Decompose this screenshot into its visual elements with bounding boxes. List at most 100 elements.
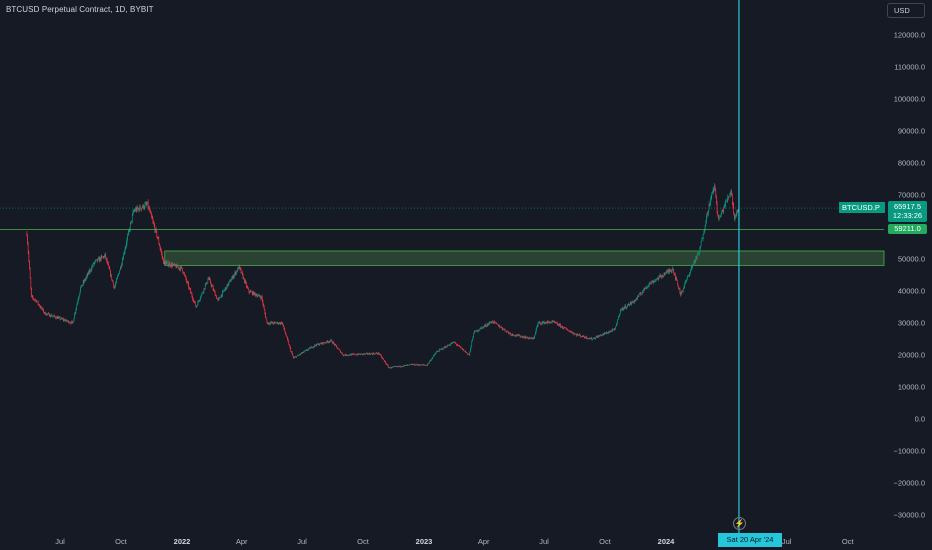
- candle-body: [565, 327, 567, 329]
- candle-body: [736, 213, 737, 216]
- currency-button[interactable]: USD: [887, 3, 925, 18]
- candle-body: [630, 302, 632, 305]
- candle-body: [718, 214, 719, 219]
- candle-body: [103, 256, 105, 258]
- candle-body: [539, 322, 540, 323]
- candle-body: [547, 321, 549, 323]
- candle-body: [727, 197, 728, 201]
- candle-body: [209, 278, 211, 280]
- candle-body: [401, 366, 402, 368]
- candle-body: [48, 313, 50, 315]
- candle-body: [329, 341, 331, 342]
- candle-body: [561, 326, 563, 327]
- candle-body: [409, 364, 411, 366]
- candle-body: [737, 211, 739, 213]
- candle-body: [32, 296, 34, 299]
- candle-body: [568, 330, 570, 332]
- candle-body: [178, 267, 179, 269]
- candle-body: [365, 353, 366, 355]
- candle-body: [289, 346, 291, 349]
- candle-body: [136, 207, 138, 212]
- candle-body: [606, 332, 608, 334]
- candle-body: [91, 266, 93, 270]
- candle-body: [562, 327, 564, 329]
- candle-body: [521, 336, 522, 337]
- candle-body: [729, 195, 730, 196]
- candle-body: [418, 364, 420, 366]
- candle-body: [637, 296, 639, 297]
- candle-body: [671, 270, 672, 272]
- candle-body: [569, 330, 571, 332]
- candle-body: [41, 307, 42, 309]
- candle-body: [640, 294, 642, 295]
- candle-body: [604, 332, 605, 335]
- candle-body: [606, 332, 607, 334]
- candle-body: [210, 279, 211, 284]
- candle-body: [211, 285, 213, 287]
- candle-body: [314, 344, 315, 347]
- candle-body: [543, 321, 545, 324]
- y-tick-label: 120000.0: [894, 31, 925, 40]
- candle-body: [81, 284, 83, 286]
- candle-body: [613, 329, 614, 330]
- symbol-label: BTCUSD.P: [839, 202, 885, 213]
- candle-body: [669, 270, 671, 271]
- candle-body: [284, 329, 286, 332]
- candle-body: [490, 322, 492, 324]
- candle-body: [699, 248, 701, 254]
- candle-body: [710, 195, 712, 200]
- candle-body: [385, 361, 386, 364]
- candle-body: [93, 263, 95, 264]
- supply-zone: [164, 250, 885, 266]
- candle-body: [470, 345, 472, 349]
- candle-body: [234, 274, 235, 277]
- candle-body: [60, 319, 61, 320]
- candle-body: [527, 336, 528, 338]
- candle-body: [591, 337, 593, 340]
- candle-body: [374, 353, 376, 355]
- candle-body: [292, 353, 294, 357]
- y-tick-label: 70000.0: [898, 191, 925, 200]
- x-tick-label: 2023: [416, 537, 433, 546]
- candle-body: [642, 291, 644, 293]
- candle-body: [236, 271, 238, 272]
- candle-body: [39, 306, 41, 307]
- candle-body: [376, 352, 378, 354]
- candle-body: [708, 210, 709, 214]
- candle-body: [121, 264, 122, 268]
- candle-body: [143, 204, 144, 209]
- candle-body: [659, 276, 660, 278]
- candle-body: [564, 327, 565, 328]
- candle-body: [696, 256, 697, 259]
- candle-body: [602, 333, 604, 335]
- candle-body: [472, 336, 474, 339]
- candle-body: [254, 292, 256, 294]
- candle-body: [100, 257, 101, 261]
- candle-body: [541, 322, 543, 324]
- y-tick-label: 20000.0: [898, 351, 925, 360]
- candle-body: [283, 326, 285, 330]
- candle-body: [706, 212, 708, 216]
- candle-body: [114, 285, 116, 288]
- y-tick-label: −20000.0: [894, 479, 926, 488]
- candle-body: [171, 263, 172, 267]
- candle-body: [45, 314, 47, 316]
- candle-body: [705, 222, 707, 226]
- candle-body: [442, 348, 444, 350]
- candle-body: [609, 331, 610, 333]
- candle-body: [672, 268, 673, 270]
- candle-body: [388, 367, 390, 368]
- candle-body: [173, 264, 175, 266]
- lightning-icon[interactable]: ⚡: [733, 517, 746, 530]
- candle-body: [454, 342, 455, 343]
- candle-body: [525, 337, 527, 339]
- candle-body: [661, 275, 662, 277]
- candle-body: [156, 231, 158, 237]
- candle-body: [438, 349, 440, 352]
- candle-body: [419, 365, 420, 366]
- candle-body: [452, 341, 454, 343]
- candle-body: [436, 351, 438, 352]
- candle-body: [240, 267, 241, 270]
- candle-body: [187, 282, 189, 284]
